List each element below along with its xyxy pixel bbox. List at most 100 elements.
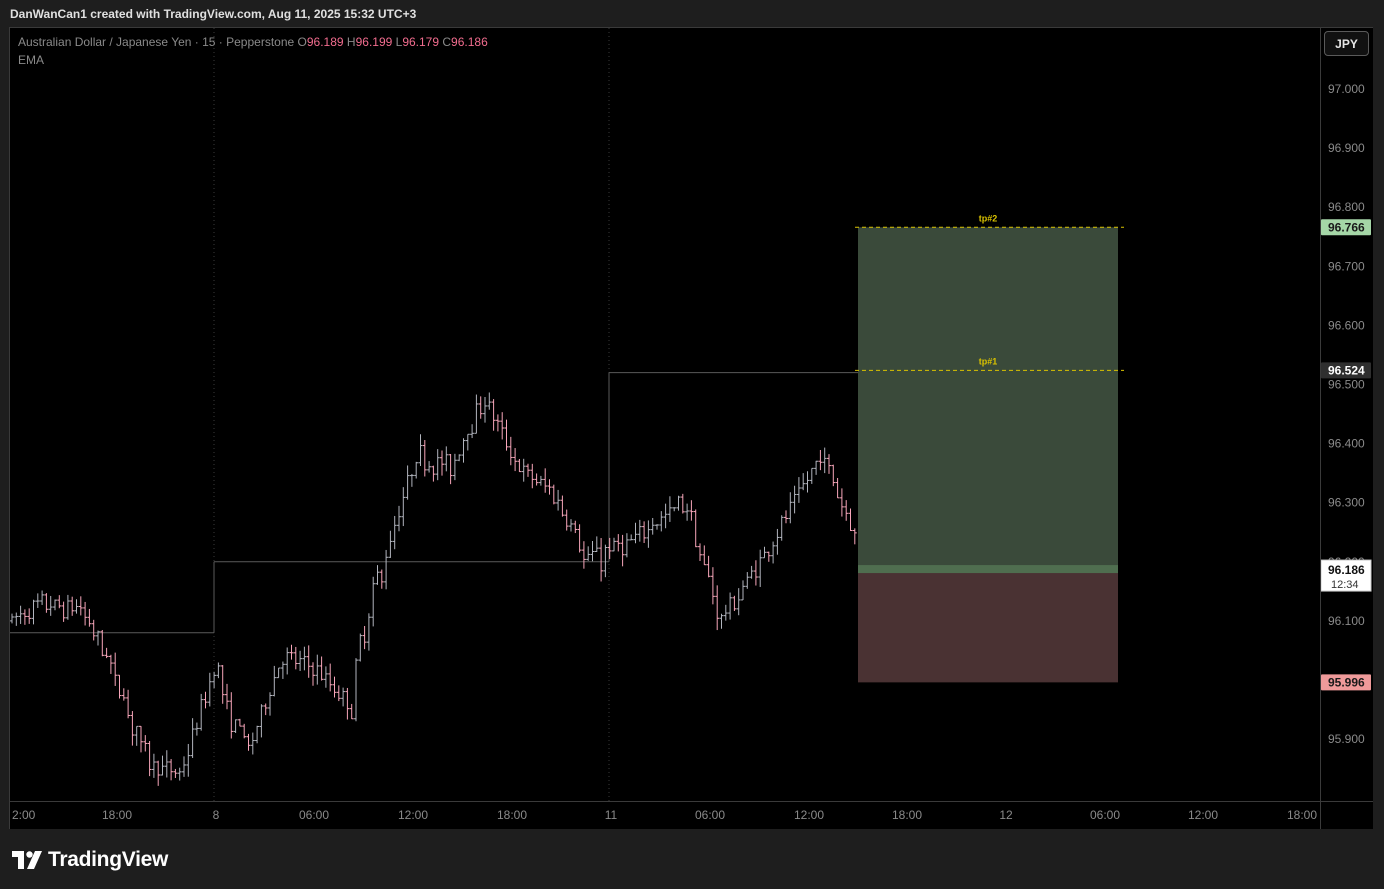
ohlc-bar [336, 685, 341, 702]
ohlc-bar [147, 740, 152, 777]
tp2-price-badge: 96.766 [1328, 220, 1365, 234]
ohlc-bar [448, 454, 453, 485]
ohlc-bar [233, 719, 238, 734]
ohlc-bar [186, 743, 191, 777]
ohlc-bar [104, 647, 109, 659]
legend-high-label: H [346, 35, 356, 49]
ohlc-bar [319, 656, 324, 681]
ohlc-bar [431, 465, 436, 482]
ohlc-bar [461, 438, 466, 463]
ohlc-bar [61, 601, 66, 622]
target-label-tp2: tp#2 [979, 213, 998, 223]
ohlc-bar [500, 412, 505, 440]
ohlc-bar [276, 667, 281, 679]
ohlc-bar [732, 595, 737, 612]
ohlc-bar [685, 503, 690, 521]
bar-countdown: 12:34 [1331, 579, 1359, 591]
time-tick-label: 06:00 [695, 808, 725, 822]
price-chart-svg[interactable]: tp#1 tp#2 [10, 28, 1320, 801]
ohlc-bar [139, 725, 143, 753]
chart-plot-area[interactable]: tp#1 tp#2 [10, 28, 1320, 801]
price-axis[interactable]: 97.000 96.900 96.800 96.700 96.600 96.500 96.4… [1320, 28, 1373, 801]
time-tick-label: 18:00 [497, 808, 527, 822]
ohlc-bar [242, 723, 247, 739]
ohlc-bar [203, 691, 208, 709]
ohlc-bar [741, 580, 745, 601]
ohlc-bar [560, 495, 565, 517]
ohlc-bar [285, 647, 290, 675]
ohlc-bar [792, 485, 797, 514]
ohlc-bar [728, 592, 733, 620]
profit-zone[interactable] [858, 227, 1118, 571]
stop-loss-zone[interactable] [858, 570, 1118, 683]
time-tick-label: 8 [213, 808, 220, 822]
ohlc-bar [715, 585, 720, 631]
ohlc-bar [822, 447, 827, 474]
ohlc-bar [27, 608, 32, 624]
ohlc-bar [508, 436, 513, 466]
ohlc-bar [801, 473, 806, 491]
time-axis[interactable]: 2:00 18:00 8 06:00 12:00 18:00 11 06:00 12:00 18:… [10, 801, 1320, 829]
ohlc-bar [633, 522, 638, 544]
ohlc-bar [212, 671, 217, 689]
stop-price-badge: 95.996 [1328, 675, 1365, 689]
ohlc-bar [44, 593, 49, 613]
ohlc-bar [758, 549, 763, 587]
ohlc-bar [521, 458, 526, 482]
ohlc-bar [530, 463, 535, 489]
ohlc-bar [796, 477, 801, 503]
legend-open-value: 96.189 [306, 35, 344, 49]
ohlc-bar [280, 661, 285, 679]
ohlc-bar [452, 453, 457, 481]
ohlc-bar [298, 650, 303, 671]
ohlc-bar [599, 538, 604, 582]
ohlc-bar [263, 703, 268, 716]
ohlc-bar [745, 572, 750, 589]
ohlc-bar [444, 446, 449, 472]
time-tick-label: 18:00 [1287, 808, 1317, 822]
tradingview-logo[interactable]: TradingView [12, 846, 168, 874]
ohlc-bar [388, 530, 393, 558]
ohlc-bar [775, 528, 780, 555]
last-price-badge-bg [1320, 559, 1372, 592]
time-tick-label: 2:00 [12, 808, 36, 822]
ohlc-bar [513, 448, 518, 472]
time-tick-label: 12:00 [398, 808, 428, 822]
ohlc-bar [130, 711, 135, 746]
ohlc-bar [190, 718, 195, 758]
ohlc-bar [538, 475, 543, 486]
time-tick-label: 06:00 [299, 808, 329, 822]
ohlc-bar [831, 464, 836, 487]
ohlc-bar [564, 509, 569, 531]
currency-button[interactable]: JPY [1324, 31, 1369, 56]
ohlc-bar [667, 496, 672, 522]
ohlc-bar [220, 665, 225, 704]
ohlc-bar [637, 519, 642, 542]
ohlc-bar [573, 520, 578, 534]
ohlc-bar [710, 567, 715, 605]
ohlc-bar [100, 630, 105, 657]
legend-open-label: O [297, 35, 307, 49]
ohlc-bar [246, 733, 251, 751]
ohlc-bar [612, 537, 616, 552]
ohlc-bar [384, 549, 389, 590]
price-tick-label: 96.400 [1328, 437, 1365, 451]
price-tick-label: 96.600 [1328, 318, 1365, 332]
ohlc-bar [698, 543, 702, 561]
ohlc-bar [642, 521, 647, 544]
ohlc-bar [839, 488, 844, 517]
price-tick-label: 95.900 [1328, 732, 1365, 746]
ohlc-bar [414, 461, 419, 479]
ohlc-bar [465, 433, 470, 451]
ohlc-bar [663, 503, 668, 529]
ohlc-bar [22, 609, 27, 625]
axis-corner [1320, 801, 1373, 829]
ohlc-bar [268, 692, 272, 716]
ohlc-bar [672, 507, 677, 512]
legend-high-value: 96.199 [355, 35, 393, 49]
ohlc-bar [96, 630, 100, 646]
legend-indicator-ema[interactable]: EMA [18, 53, 45, 67]
ohlc-bar [762, 546, 767, 559]
ohlc-bar [83, 601, 88, 626]
entry-band [858, 565, 1118, 574]
